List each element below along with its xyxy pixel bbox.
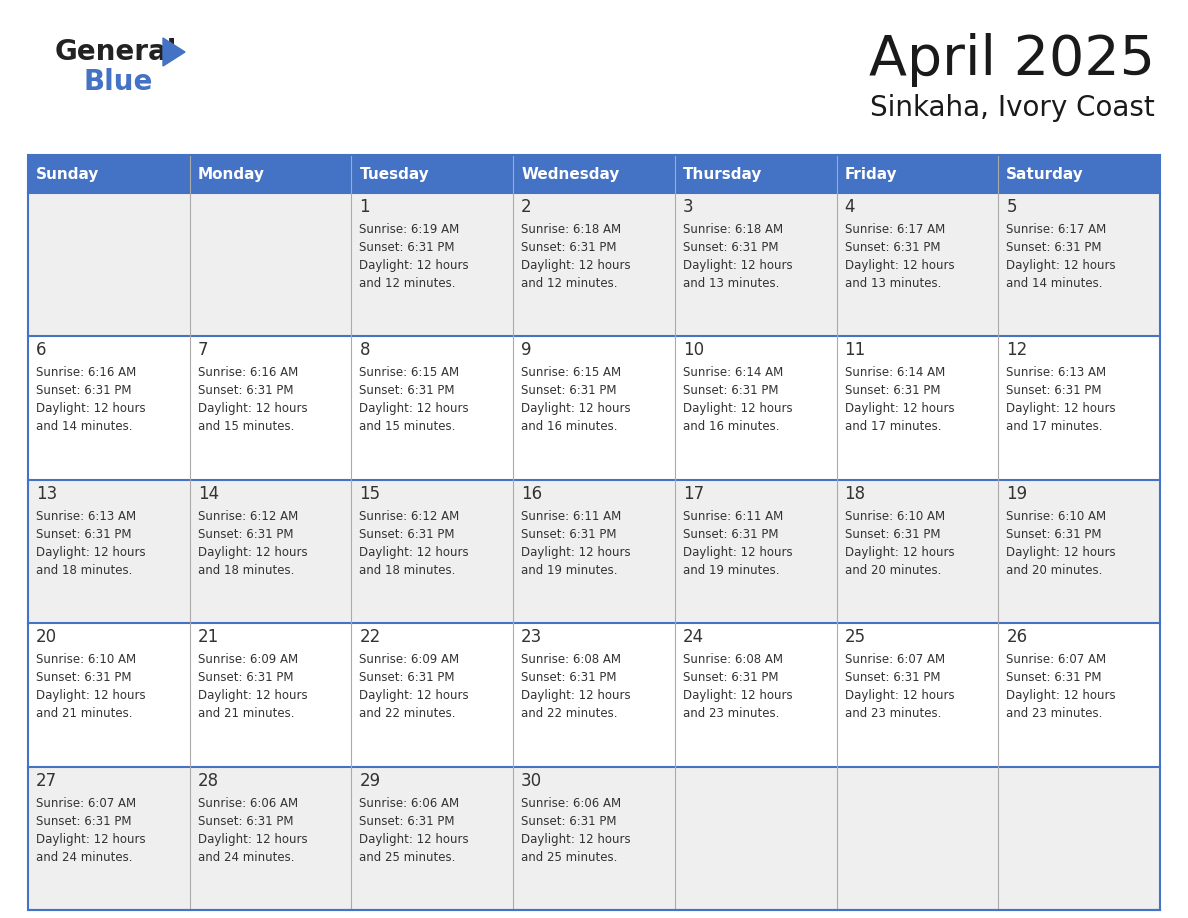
Bar: [29, 767, 1159, 910]
Bar: [29, 480, 1159, 623]
Text: 12: 12: [1006, 341, 1028, 360]
Polygon shape: [163, 38, 185, 66]
Text: Sunrise: 6:08 AM
Sunset: 6:31 PM
Daylight: 12 hours
and 22 minutes.: Sunrise: 6:08 AM Sunset: 6:31 PM Dayligh…: [522, 654, 631, 721]
Text: Sunrise: 6:09 AM
Sunset: 6:31 PM
Daylight: 12 hours
and 22 minutes.: Sunrise: 6:09 AM Sunset: 6:31 PM Dayligh…: [360, 654, 469, 721]
Text: Saturday: Saturday: [1006, 166, 1083, 182]
Text: Sunrise: 6:09 AM
Sunset: 6:31 PM
Daylight: 12 hours
and 21 minutes.: Sunrise: 6:09 AM Sunset: 6:31 PM Dayligh…: [197, 654, 308, 721]
Text: Sunrise: 6:07 AM
Sunset: 6:31 PM
Daylight: 12 hours
and 23 minutes.: Sunrise: 6:07 AM Sunset: 6:31 PM Dayligh…: [1006, 654, 1116, 721]
Text: Sunday: Sunday: [36, 166, 100, 182]
Text: 27: 27: [36, 772, 57, 789]
Text: Sunrise: 6:12 AM
Sunset: 6:31 PM
Daylight: 12 hours
and 18 minutes.: Sunrise: 6:12 AM Sunset: 6:31 PM Dayligh…: [197, 509, 308, 577]
Text: 29: 29: [360, 772, 380, 789]
Text: Sunrise: 6:15 AM
Sunset: 6:31 PM
Daylight: 12 hours
and 16 minutes.: Sunrise: 6:15 AM Sunset: 6:31 PM Dayligh…: [522, 366, 631, 433]
Text: Sunrise: 6:19 AM
Sunset: 6:31 PM
Daylight: 12 hours
and 12 minutes.: Sunrise: 6:19 AM Sunset: 6:31 PM Dayligh…: [360, 223, 469, 290]
Text: Sunrise: 6:15 AM
Sunset: 6:31 PM
Daylight: 12 hours
and 15 minutes.: Sunrise: 6:15 AM Sunset: 6:31 PM Dayligh…: [360, 366, 469, 433]
Text: 16: 16: [522, 485, 542, 503]
Text: 10: 10: [683, 341, 704, 360]
Text: Wednesday: Wednesday: [522, 166, 619, 182]
Text: 21: 21: [197, 628, 219, 646]
Bar: [29, 155, 1159, 910]
Bar: [190, 155, 352, 193]
Text: 8: 8: [360, 341, 369, 360]
Text: 6: 6: [36, 341, 46, 360]
Text: 9: 9: [522, 341, 532, 360]
Bar: [29, 193, 1159, 336]
Text: Sunrise: 6:18 AM
Sunset: 6:31 PM
Daylight: 12 hours
and 13 minutes.: Sunrise: 6:18 AM Sunset: 6:31 PM Dayligh…: [683, 223, 792, 290]
Text: Sunrise: 6:08 AM
Sunset: 6:31 PM
Daylight: 12 hours
and 23 minutes.: Sunrise: 6:08 AM Sunset: 6:31 PM Dayligh…: [683, 654, 792, 721]
Text: Sunrise: 6:06 AM
Sunset: 6:31 PM
Daylight: 12 hours
and 25 minutes.: Sunrise: 6:06 AM Sunset: 6:31 PM Dayligh…: [522, 797, 631, 864]
Text: 11: 11: [845, 341, 866, 360]
Text: Sunrise: 6:06 AM
Sunset: 6:31 PM
Daylight: 12 hours
and 25 minutes.: Sunrise: 6:06 AM Sunset: 6:31 PM Dayligh…: [360, 797, 469, 864]
Bar: [513, 155, 675, 193]
Bar: [29, 336, 1159, 480]
Text: 15: 15: [360, 485, 380, 503]
Text: 28: 28: [197, 772, 219, 789]
Bar: [998, 155, 1159, 193]
Text: Monday: Monday: [197, 166, 265, 182]
Text: Sunrise: 6:11 AM
Sunset: 6:31 PM
Daylight: 12 hours
and 19 minutes.: Sunrise: 6:11 AM Sunset: 6:31 PM Dayligh…: [522, 509, 631, 577]
Text: 30: 30: [522, 772, 542, 789]
Text: 5: 5: [1006, 198, 1017, 216]
Text: Sunrise: 6:10 AM
Sunset: 6:31 PM
Daylight: 12 hours
and 21 minutes.: Sunrise: 6:10 AM Sunset: 6:31 PM Dayligh…: [36, 654, 146, 721]
Text: Thursday: Thursday: [683, 166, 763, 182]
Text: Sunrise: 6:16 AM
Sunset: 6:31 PM
Daylight: 12 hours
and 14 minutes.: Sunrise: 6:16 AM Sunset: 6:31 PM Dayligh…: [36, 366, 146, 433]
Text: 18: 18: [845, 485, 866, 503]
Text: Blue: Blue: [83, 68, 152, 96]
Text: 14: 14: [197, 485, 219, 503]
Text: 17: 17: [683, 485, 704, 503]
Bar: [352, 155, 513, 193]
Text: Sunrise: 6:07 AM
Sunset: 6:31 PM
Daylight: 12 hours
and 23 minutes.: Sunrise: 6:07 AM Sunset: 6:31 PM Dayligh…: [845, 654, 954, 721]
Text: Sunrise: 6:18 AM
Sunset: 6:31 PM
Daylight: 12 hours
and 12 minutes.: Sunrise: 6:18 AM Sunset: 6:31 PM Dayligh…: [522, 223, 631, 290]
Text: Sunrise: 6:13 AM
Sunset: 6:31 PM
Daylight: 12 hours
and 17 minutes.: Sunrise: 6:13 AM Sunset: 6:31 PM Dayligh…: [1006, 366, 1116, 433]
Text: 20: 20: [36, 628, 57, 646]
Text: Sunrise: 6:06 AM
Sunset: 6:31 PM
Daylight: 12 hours
and 24 minutes.: Sunrise: 6:06 AM Sunset: 6:31 PM Dayligh…: [197, 797, 308, 864]
Text: Sunrise: 6:12 AM
Sunset: 6:31 PM
Daylight: 12 hours
and 18 minutes.: Sunrise: 6:12 AM Sunset: 6:31 PM Dayligh…: [360, 509, 469, 577]
Text: 1: 1: [360, 198, 369, 216]
Text: 19: 19: [1006, 485, 1028, 503]
Text: Sunrise: 6:11 AM
Sunset: 6:31 PM
Daylight: 12 hours
and 19 minutes.: Sunrise: 6:11 AM Sunset: 6:31 PM Dayligh…: [683, 509, 792, 577]
Text: Sunrise: 6:07 AM
Sunset: 6:31 PM
Daylight: 12 hours
and 24 minutes.: Sunrise: 6:07 AM Sunset: 6:31 PM Dayligh…: [36, 797, 146, 864]
Text: Sunrise: 6:17 AM
Sunset: 6:31 PM
Daylight: 12 hours
and 13 minutes.: Sunrise: 6:17 AM Sunset: 6:31 PM Dayligh…: [845, 223, 954, 290]
Text: 25: 25: [845, 628, 866, 646]
Text: Sinkaha, Ivory Coast: Sinkaha, Ivory Coast: [871, 94, 1155, 122]
Text: 7: 7: [197, 341, 208, 360]
Text: 4: 4: [845, 198, 855, 216]
Text: 13: 13: [36, 485, 57, 503]
Text: April 2025: April 2025: [868, 33, 1155, 87]
Text: 26: 26: [1006, 628, 1028, 646]
Text: 3: 3: [683, 198, 694, 216]
Text: Sunrise: 6:14 AM
Sunset: 6:31 PM
Daylight: 12 hours
and 17 minutes.: Sunrise: 6:14 AM Sunset: 6:31 PM Dayligh…: [845, 366, 954, 433]
Bar: [29, 155, 190, 193]
Text: 22: 22: [360, 628, 380, 646]
Text: General: General: [55, 38, 177, 66]
Text: Friday: Friday: [845, 166, 897, 182]
Bar: [836, 155, 998, 193]
Text: Sunrise: 6:10 AM
Sunset: 6:31 PM
Daylight: 12 hours
and 20 minutes.: Sunrise: 6:10 AM Sunset: 6:31 PM Dayligh…: [1006, 509, 1116, 577]
Text: Sunrise: 6:10 AM
Sunset: 6:31 PM
Daylight: 12 hours
and 20 minutes.: Sunrise: 6:10 AM Sunset: 6:31 PM Dayligh…: [845, 509, 954, 577]
Text: 2: 2: [522, 198, 532, 216]
Bar: [29, 623, 1159, 767]
Text: 23: 23: [522, 628, 543, 646]
Text: Tuesday: Tuesday: [360, 166, 429, 182]
Text: Sunrise: 6:13 AM
Sunset: 6:31 PM
Daylight: 12 hours
and 18 minutes.: Sunrise: 6:13 AM Sunset: 6:31 PM Dayligh…: [36, 509, 146, 577]
Bar: [675, 155, 836, 193]
Text: 24: 24: [683, 628, 704, 646]
Text: Sunrise: 6:14 AM
Sunset: 6:31 PM
Daylight: 12 hours
and 16 minutes.: Sunrise: 6:14 AM Sunset: 6:31 PM Dayligh…: [683, 366, 792, 433]
Text: Sunrise: 6:17 AM
Sunset: 6:31 PM
Daylight: 12 hours
and 14 minutes.: Sunrise: 6:17 AM Sunset: 6:31 PM Dayligh…: [1006, 223, 1116, 290]
Text: Sunrise: 6:16 AM
Sunset: 6:31 PM
Daylight: 12 hours
and 15 minutes.: Sunrise: 6:16 AM Sunset: 6:31 PM Dayligh…: [197, 366, 308, 433]
